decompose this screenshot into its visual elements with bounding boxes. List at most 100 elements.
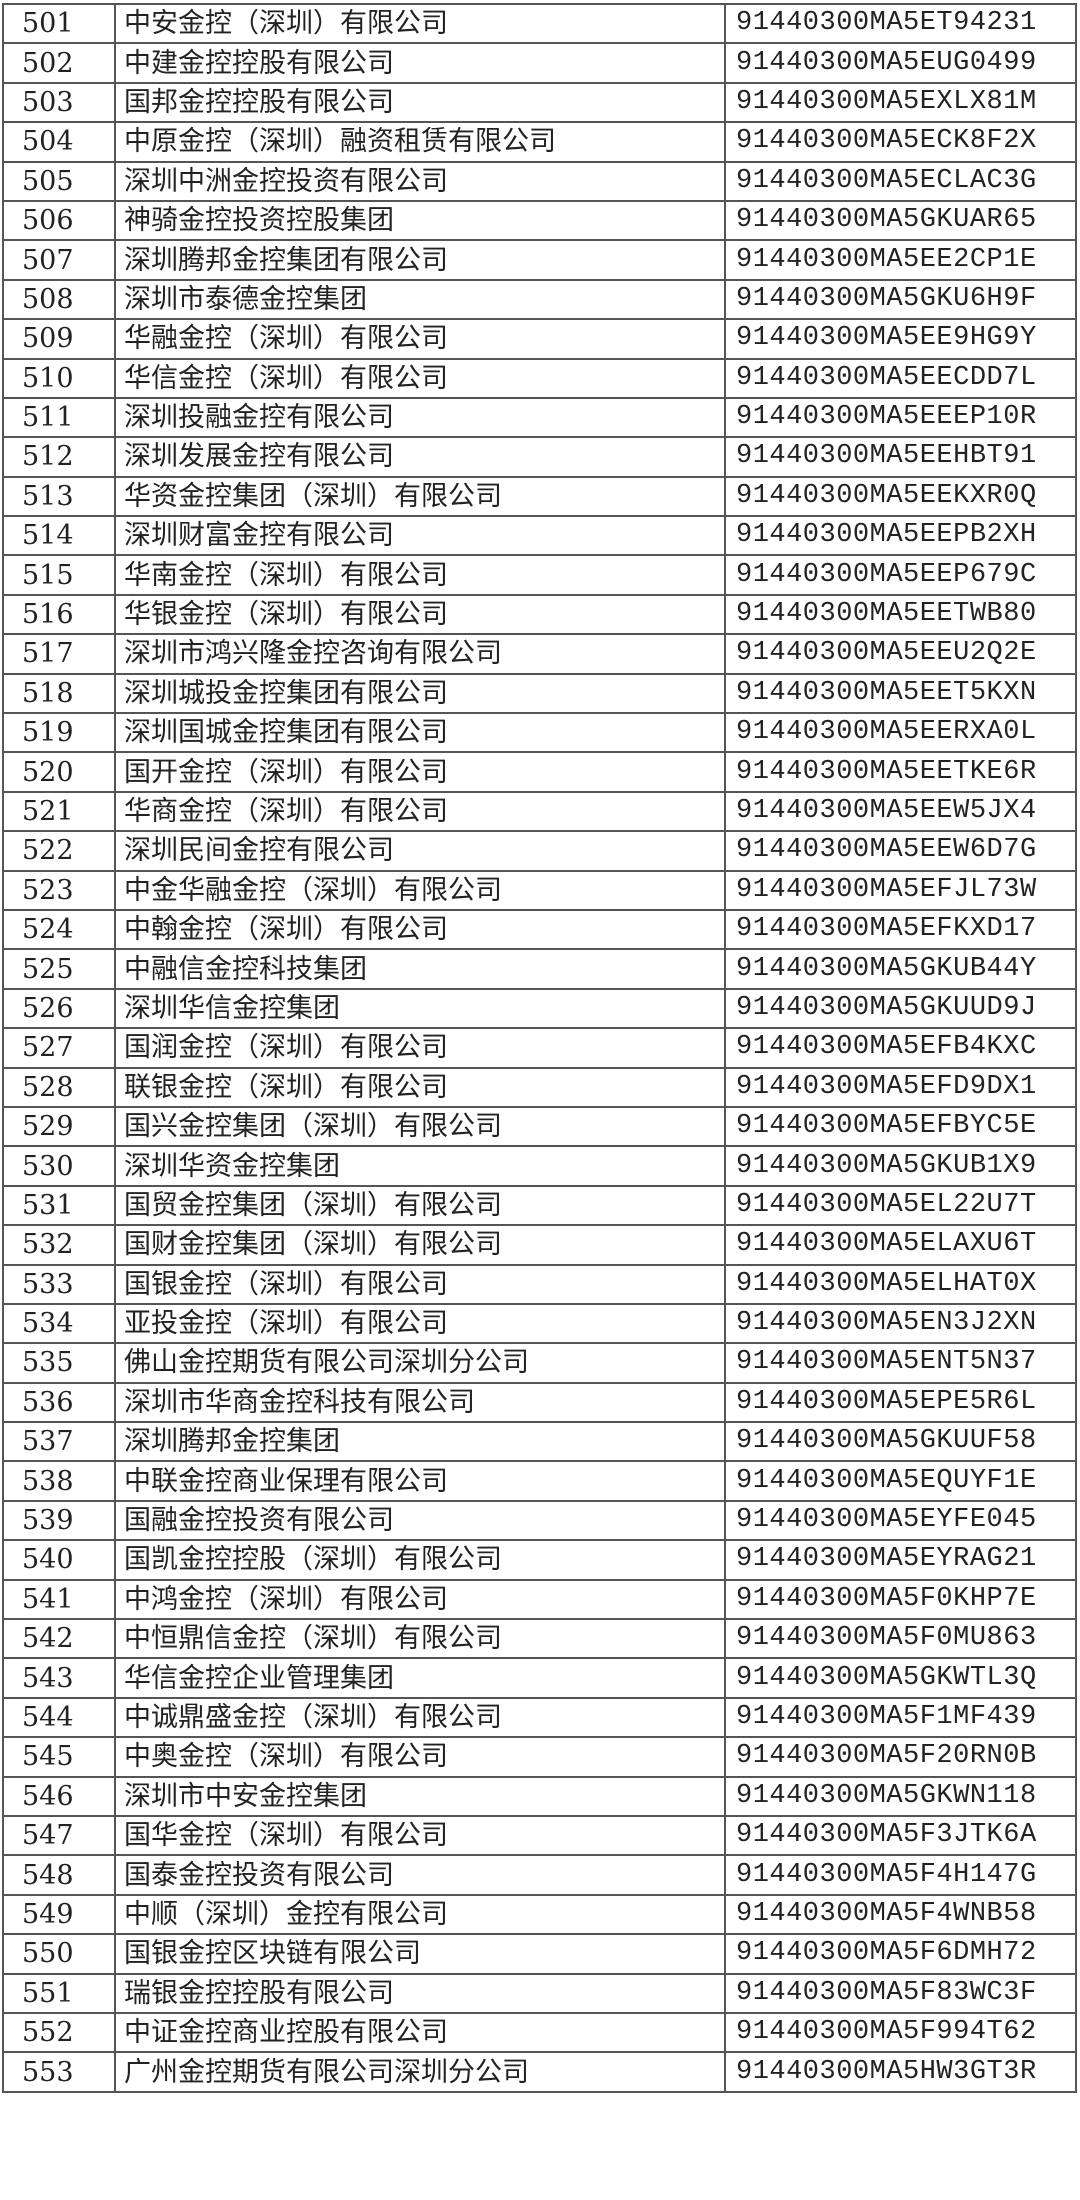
credit-code: 91440300MA5HW3GT3R — [724, 2051, 1077, 2093]
row-number: 505 — [2, 160, 116, 202]
table-row: 524 中翰金控（深圳）有限公司 91440300MA5EFKXD17 — [2, 908, 1077, 951]
table-row: 549 中顺（深圳）金控有限公司 91440300MA5F4WNB58 — [2, 1893, 1077, 1936]
company-name: 佛山金控期货有限公司深圳分公司 — [114, 1342, 726, 1384]
row-number: 525 — [2, 948, 116, 990]
row-number: 540 — [2, 1539, 116, 1581]
row-number: 511 — [2, 396, 116, 439]
company-name: 中翰金控（深圳）有限公司 — [114, 908, 726, 951]
credit-code: 91440300MA5F83WC3F — [724, 1972, 1077, 2014]
company-name: 中融信金控科技集团 — [114, 948, 726, 990]
company-name: 深圳民间金控有限公司 — [114, 830, 726, 872]
company-name: 深圳国城金控集团有限公司 — [114, 712, 726, 754]
row-number: 523 — [2, 869, 116, 911]
credit-code: 91440300MA5EUG0499 — [724, 42, 1077, 84]
row-number: 551 — [2, 1972, 116, 2014]
table-row: 539 国融金控投资有限公司 91440300MA5EYFE045 — [2, 1499, 1077, 1542]
company-name: 华商金控（深圳）有限公司 — [114, 790, 726, 833]
table-row: 547 国华金控（深圳）有限公司 91440300MA5F3JTK6A — [2, 1814, 1077, 1857]
table-row: 529 国兴金控集团（深圳）有限公司 91440300MA5EFBYC5E — [2, 1105, 1077, 1148]
credit-code: 91440300MA5EPE5R6L — [724, 1381, 1077, 1424]
credit-code: 91440300MA5EN3J2XN — [724, 1302, 1077, 1345]
row-number: 501 — [2, 2, 116, 45]
company-table: 501 中安金控（深圳）有限公司 91440300MA5ET94231 502 中建金控… — [2, 2, 1077, 2093]
company-name: 深圳市中安金控集团 — [114, 1775, 726, 1817]
table-row: 518 深圳城投金控集团有限公司 91440300MA5EET5KXN — [2, 672, 1077, 715]
company-name: 中原金控（深圳）融资租赁有限公司 — [114, 121, 726, 163]
credit-code: 91440300MA5EEPB2XH — [724, 515, 1077, 557]
company-name: 中金华融金控（深圳）有限公司 — [114, 869, 726, 911]
company-name: 华信金控企业管理集团 — [114, 1657, 726, 1699]
row-number: 530 — [2, 1145, 116, 1187]
table-row: 553 广州金控期货有限公司深圳分公司 91440300MA5HW3GT3R — [2, 2051, 1077, 2093]
row-number: 524 — [2, 908, 116, 951]
credit-code: 91440300MA5GKWTL3Q — [724, 1657, 1077, 1699]
credit-code: 91440300MA5F4H147G — [724, 1854, 1077, 1896]
row-number: 519 — [2, 712, 116, 754]
table-row: 552 中证金控商业控股有限公司 91440300MA5F994T62 — [2, 2011, 1077, 2054]
company-name: 国融金控投资有限公司 — [114, 1499, 726, 1542]
row-number: 547 — [2, 1814, 116, 1857]
table-row: 522 深圳民间金控有限公司 91440300MA5EEW6D7G — [2, 830, 1077, 872]
table-row: 528 联银金控（深圳）有限公司 91440300MA5EFD9DX1 — [2, 1066, 1077, 1108]
credit-code: 91440300MA5F1MF439 — [724, 1696, 1077, 1739]
company-name: 深圳华资金控集团 — [114, 1145, 726, 1187]
row-number: 504 — [2, 121, 116, 163]
credit-code: 91440300MA5F4WNB58 — [724, 1893, 1077, 1936]
row-number: 545 — [2, 1736, 116, 1778]
company-name: 广州金控期货有限公司深圳分公司 — [114, 2051, 726, 2093]
table-row: 541 中鸿金控（深圳）有限公司 91440300MA5F0KHP7E — [2, 1578, 1077, 1621]
table-row: 530 深圳华资金控集团 91440300MA5GKUB1X9 — [2, 1145, 1077, 1187]
company-table-body: 501 中安金控（深圳）有限公司 91440300MA5ET94231 502 中建金控… — [2, 2, 1077, 2093]
table-row: 531 国贸金控集团（深圳）有限公司 91440300MA5EL22U7T — [2, 1184, 1077, 1227]
company-name: 国邦金控控股有限公司 — [114, 81, 726, 124]
row-number: 522 — [2, 830, 116, 872]
credit-code: 91440300MA5ET94231 — [724, 2, 1077, 45]
company-name: 华南金控（深圳）有限公司 — [114, 554, 726, 596]
credit-code: 91440300MA5EETWB80 — [724, 593, 1077, 636]
credit-code: 91440300MA5EE2CP1E — [724, 239, 1077, 281]
company-name: 中证金控商业控股有限公司 — [114, 2011, 726, 2054]
company-name: 华信金控（深圳）有限公司 — [114, 357, 726, 399]
company-name: 国银金控区块链有限公司 — [114, 1933, 726, 1975]
credit-code: 91440300MA5EERXA0L — [724, 712, 1077, 754]
row-number: 513 — [2, 475, 116, 518]
table-row: 502 中建金控控股有限公司 91440300MA5EUG0499 — [2, 42, 1077, 84]
table-row: 510 华信金控（深圳）有限公司 91440300MA5EECDD7L — [2, 357, 1077, 399]
credit-code: 91440300MA5F6DMH72 — [724, 1933, 1077, 1975]
credit-code: 91440300MA5GKU6H9F — [724, 278, 1077, 321]
table-row: 548 国泰金控投资有限公司 91440300MA5F4H147G — [2, 1854, 1077, 1896]
row-number: 503 — [2, 81, 116, 124]
row-number: 510 — [2, 357, 116, 399]
row-number: 526 — [2, 987, 116, 1030]
table-row: 545 中奥金控（深圳）有限公司 91440300MA5F20RN0B — [2, 1736, 1077, 1778]
credit-code: 91440300MA5EEHBT91 — [724, 436, 1077, 478]
credit-code: 91440300MA5EEU2Q2E — [724, 633, 1077, 675]
company-name: 国财金控集团（深圳）有限公司 — [114, 1224, 726, 1266]
table-row: 551 瑞银金控控股有限公司 91440300MA5F83WC3F — [2, 1972, 1077, 2014]
table-row: 517 深圳市鸿兴隆金控咨询有限公司 91440300MA5EEU2Q2E — [2, 633, 1077, 675]
table-row: 505 深圳中洲金控投资有限公司 91440300MA5ECLAC3G — [2, 160, 1077, 202]
credit-code: 91440300MA5F0KHP7E — [724, 1578, 1077, 1621]
table-row: 516 华银金控（深圳）有限公司 91440300MA5EETWB80 — [2, 593, 1077, 636]
credit-code: 91440300MA5F0MU863 — [724, 1618, 1077, 1660]
row-number: 535 — [2, 1342, 116, 1384]
company-name: 深圳市鸿兴隆金控咨询有限公司 — [114, 633, 726, 675]
table-row: 509 华融金控（深圳）有限公司 91440300MA5EE9HG9Y — [2, 318, 1077, 360]
credit-code: 91440300MA5EL22U7T — [724, 1184, 1077, 1227]
table-row: 513 华资金控集团（深圳）有限公司 91440300MA5EEKXR0Q — [2, 475, 1077, 518]
company-name: 国开金控（深圳）有限公司 — [114, 751, 726, 793]
row-number: 533 — [2, 1263, 116, 1305]
row-number: 544 — [2, 1696, 116, 1739]
row-number: 502 — [2, 42, 116, 84]
company-name: 深圳城投金控集团有限公司 — [114, 672, 726, 715]
company-name: 联银金控（深圳）有限公司 — [114, 1066, 726, 1108]
table-row: 523 中金华融金控（深圳）有限公司 91440300MA5EFJL73W — [2, 869, 1077, 911]
row-number: 534 — [2, 1302, 116, 1345]
company-name: 国华金控（深圳）有限公司 — [114, 1814, 726, 1857]
credit-code: 91440300MA5GKUB44Y — [724, 948, 1077, 990]
row-number: 553 — [2, 2051, 116, 2093]
company-name: 中顺（深圳）金控有限公司 — [114, 1893, 726, 1936]
credit-code: 91440300MA5EE9HG9Y — [724, 318, 1077, 360]
company-name: 中联金控商业保理有限公司 — [114, 1460, 726, 1502]
credit-code: 91440300MA5ENT5N37 — [724, 1342, 1077, 1384]
